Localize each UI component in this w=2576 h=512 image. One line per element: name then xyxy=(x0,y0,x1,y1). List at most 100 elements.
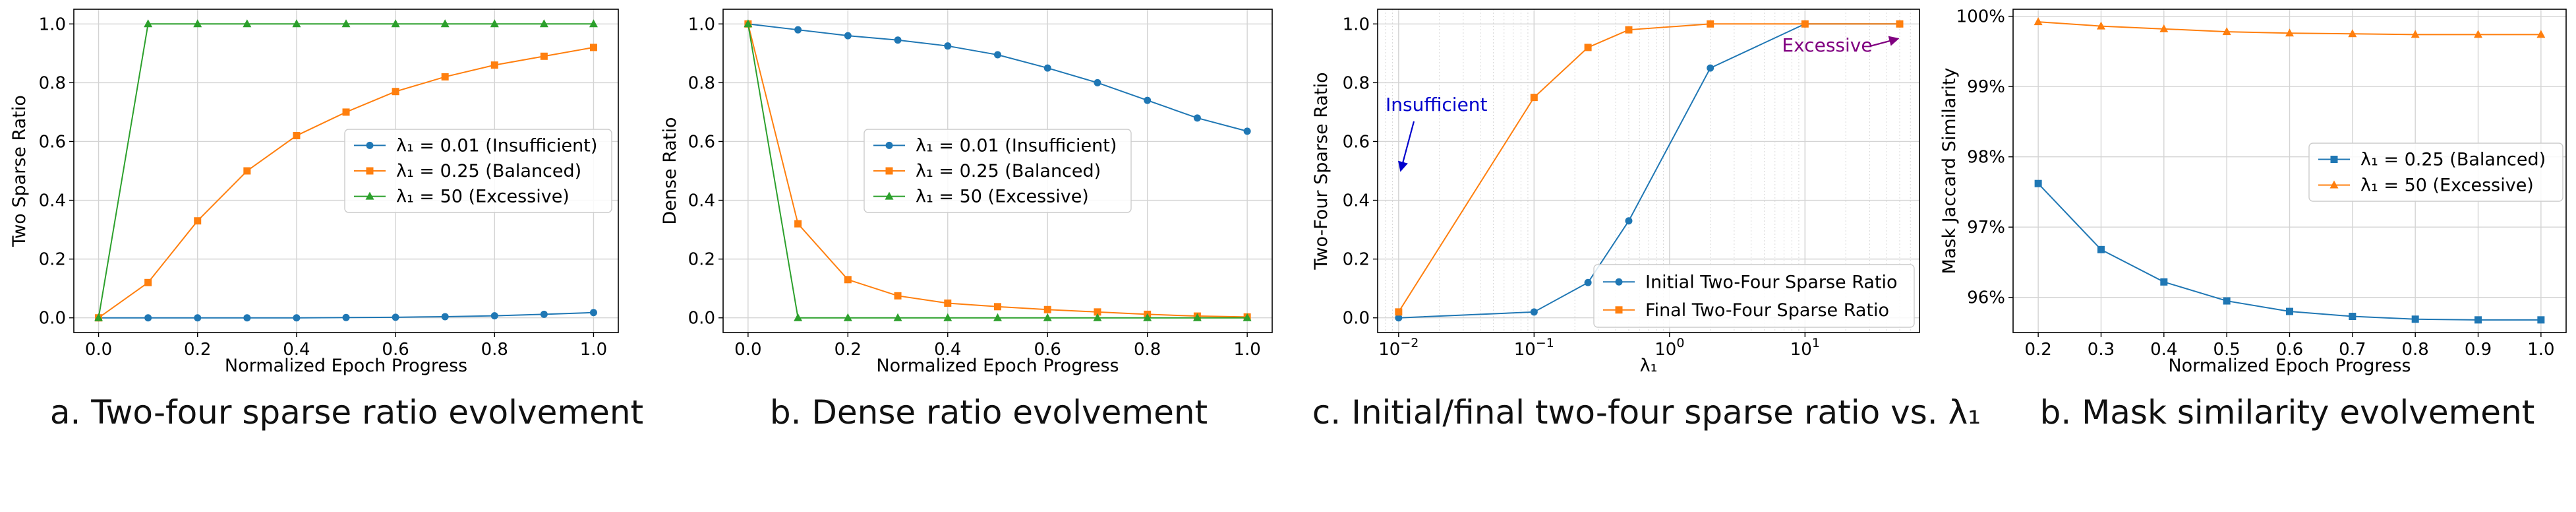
annotation-text: Excessive xyxy=(1782,34,1872,56)
data-point xyxy=(1144,96,1152,104)
data-point xyxy=(894,36,902,44)
x-axis-label: Normalized Epoch Progress xyxy=(2168,356,2411,376)
legend: λ₁ = 0.01 (Insufficient) λ₁ = 0.25 (Balan… xyxy=(344,129,612,213)
legend: λ₁ = 0.25 (Balanced) λ₁ = 50 (Excessive) xyxy=(2308,143,2563,202)
y-axis-ticks: 0.0 0.2 0.4 0.6 0.8 1.0 xyxy=(1343,15,1378,329)
data-point xyxy=(144,19,153,28)
y-tick-label: 0.6 xyxy=(688,132,715,152)
chart-panel-2: 0.0 0.2 0.4 0.6 0.8 1.0 0.0 0.2 0.4 0.6 0.8 1.0 Norm… xyxy=(660,9,1273,432)
data-point xyxy=(894,292,902,300)
x-axis-ticks: 0.2 0.3 0.4 0.5 0.6 0.7 0.8 0.9 1.0 xyxy=(2024,333,2555,360)
data-point xyxy=(1043,313,1052,321)
data-point xyxy=(194,314,202,322)
y-axis-label: Mask Jaccard Similarity xyxy=(1939,68,1960,274)
data-point xyxy=(490,19,499,28)
x-tick-label: 1.0 xyxy=(1233,340,1260,360)
data-point xyxy=(1093,313,1102,321)
y-tick-label: 0.4 xyxy=(688,191,715,211)
x-tick-label: 0.6 xyxy=(382,340,409,360)
x-tick-base: 10 xyxy=(1378,340,1400,360)
legend-marker xyxy=(885,141,893,149)
legend: λ₁ = 0.01 (Insufficient) λ₁ = 0.25 (Balan… xyxy=(864,129,1132,213)
y-tick-label: 0.4 xyxy=(1343,191,1370,211)
data-point xyxy=(2096,21,2105,30)
y-tick-label: 0.2 xyxy=(688,250,715,270)
data-point xyxy=(2034,17,2043,26)
data-point xyxy=(193,19,202,28)
data-point xyxy=(1530,308,1538,316)
data-point xyxy=(144,314,152,322)
data-point xyxy=(391,19,400,28)
data-point xyxy=(540,310,548,318)
x-tick-label: 100 xyxy=(1654,336,1684,360)
x-tick-exponent: 0 xyxy=(1676,336,1684,350)
x-tick-label: 0.5 xyxy=(2213,340,2240,360)
legend-label: λ₁ = 0.25 (Balanced) xyxy=(2360,150,2546,170)
data-point xyxy=(2349,313,2356,320)
x-tick-label: 0.8 xyxy=(1134,340,1161,360)
x-axis-label: Normalized Epoch Progress xyxy=(876,356,1119,376)
y-tick-label: 0.0 xyxy=(688,309,715,329)
x-tick-label: 10−2 xyxy=(1378,336,1419,360)
data-point xyxy=(1896,20,1904,28)
x-axis-ticks: 0.0 0.2 0.4 0.6 0.8 1.0 xyxy=(85,333,607,360)
chart-caption: b. Mask similarity evolvement xyxy=(2040,393,2535,432)
data-point xyxy=(2222,27,2231,36)
data-point xyxy=(293,314,301,322)
data-point xyxy=(1584,44,1592,51)
data-point xyxy=(1043,305,1051,313)
y-axis-ticks: 96% 97% 98% 99% 100% xyxy=(1956,7,2013,308)
legend: Initial Two-Four Sparse Ratio Final Two-F… xyxy=(1593,264,1915,328)
data-point xyxy=(744,19,753,28)
data-point xyxy=(589,44,597,51)
series-1 xyxy=(744,20,1251,135)
data-point xyxy=(1043,64,1051,72)
y-axis-label: Two Sparse Ratio xyxy=(9,95,30,247)
y-tick-label: 1.0 xyxy=(688,15,715,34)
data-point xyxy=(1094,308,1101,316)
x-axis-label: Normalized Epoch Progress xyxy=(225,356,467,376)
chart-panel-4: 0.2 0.3 0.4 0.5 0.6 0.7 0.8 0.9 1.0 96% 97% 98% 99% 1… xyxy=(1939,7,2567,432)
data-point xyxy=(2097,245,2105,253)
data-point xyxy=(1395,314,1403,322)
data-point xyxy=(589,309,597,317)
series-2 xyxy=(1395,20,1904,316)
x-tick-label: 1.0 xyxy=(2527,340,2554,360)
series-2 xyxy=(2034,17,2546,38)
data-point xyxy=(341,19,351,28)
data-point xyxy=(194,217,202,225)
x-tick-label: 0.7 xyxy=(2339,340,2366,360)
x-tick-label: 0.2 xyxy=(184,340,211,360)
data-point xyxy=(2537,316,2545,324)
y-tick-label: 0.2 xyxy=(1343,250,1370,270)
data-point xyxy=(2286,307,2293,315)
x-tick-label: 0.9 xyxy=(2465,340,2492,360)
legend-label: λ₁ = 50 (Excessive) xyxy=(396,187,570,207)
y-tick-label: 0.0 xyxy=(39,309,66,329)
data-point xyxy=(844,32,852,40)
data-point xyxy=(540,52,548,60)
x-tick-exponent: −2 xyxy=(1400,336,1419,350)
data-point xyxy=(844,276,852,284)
x-tick-label: 0.8 xyxy=(2402,340,2429,360)
data-point xyxy=(843,313,852,321)
x-tick-label: 0.3 xyxy=(2088,340,2115,360)
data-point xyxy=(243,314,251,322)
y-tick-label: 1.0 xyxy=(39,15,66,34)
data-point xyxy=(342,108,350,116)
chart-caption: b. Dense ratio evolvement xyxy=(770,393,1208,432)
data-point xyxy=(794,26,802,34)
legend-box xyxy=(1593,264,1915,328)
plot-frame xyxy=(1377,9,1920,333)
chart-caption: a. Two-four sparse ratio evolvement xyxy=(50,393,643,432)
x-tick-base: 10 xyxy=(1514,340,1536,360)
data-point xyxy=(1143,313,1152,321)
data-point xyxy=(392,88,399,96)
data-point xyxy=(490,312,498,320)
data-point xyxy=(2348,29,2357,38)
y-axis-label: Dense Ratio xyxy=(660,117,680,224)
data-point xyxy=(2159,24,2169,32)
legend-label: Final Two-Four Sparse Ratio xyxy=(1645,300,1889,321)
x-tick-label: 0.4 xyxy=(2150,340,2177,360)
